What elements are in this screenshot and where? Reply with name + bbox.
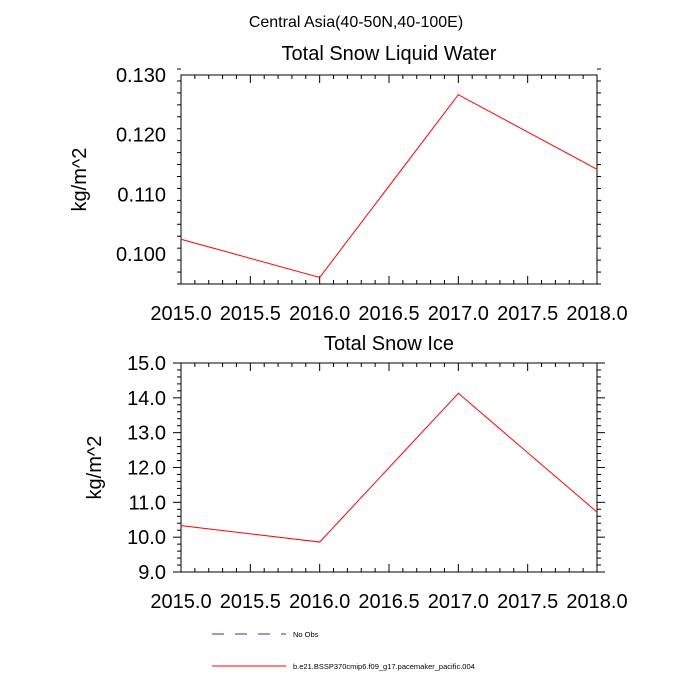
data-point <box>596 168 598 170</box>
data-point <box>319 276 321 279</box>
y-tick-label: 14.0 <box>127 388 166 410</box>
x-tick-label: 2016.0 <box>289 591 350 613</box>
chart-title: Total Snow Liquid Water <box>282 43 497 65</box>
x-tick-label: 2016.0 <box>289 303 350 325</box>
figure-suptitle: Central Asia(40-50N,40-100E) <box>249 14 463 31</box>
data-point <box>457 392 459 394</box>
x-tick-label: 2015.5 <box>220 591 281 613</box>
x-tick-label: 2016.5 <box>358 303 419 325</box>
x-tick-label: 2017.0 <box>428 303 489 325</box>
chart-panel-2: Total Snow Ice kg/m^2 2015.0 2015.5 2016.0 20… <box>84 333 628 613</box>
data-point <box>180 525 182 527</box>
x-tick-label: 2018.0 <box>566 591 627 613</box>
legend-label-no-obs: No Obs <box>293 630 319 639</box>
data-point <box>457 94 459 96</box>
x-tick-label: 2015.0 <box>150 303 211 325</box>
chart-panel-1: Total Snow Liquid Water kg/m^2 2015.0 2015.… <box>69 43 628 325</box>
data-point <box>596 511 598 513</box>
x-tick-label: 2016.5 <box>358 591 419 613</box>
y-tick-label: 13.0 <box>127 423 166 445</box>
y-tick-label: 0.100 <box>116 244 166 266</box>
legend: No Obs b.e21.BSSP370cmip6.f09_g17.pacema… <box>212 630 475 671</box>
plot-frame <box>180 74 598 285</box>
legend-label-model: b.e21.BSSP370cmip6.f09_g17.pacemaker_pac… <box>293 662 475 671</box>
x-tick-label: 2015.0 <box>150 591 211 613</box>
y-tick-label: 15.0 <box>127 353 166 375</box>
y-tick-label: 0.130 <box>116 65 166 87</box>
y-tick-label: 0.120 <box>116 125 166 147</box>
series-line <box>180 392 598 543</box>
x-tick-label: 2015.5 <box>220 303 281 325</box>
data-point <box>319 541 321 543</box>
y-tick-label: 11.0 <box>129 492 166 514</box>
x-tick-label: 2017.5 <box>497 303 558 325</box>
y-axis-label: kg/m^2 <box>84 436 106 500</box>
y-tick-label: 9.0 <box>138 562 166 584</box>
data-point <box>180 238 182 240</box>
legend-item-model: b.e21.BSSP370cmip6.f09_g17.pacemaker_pac… <box>212 662 475 671</box>
series-line <box>180 94 598 279</box>
legend-item-no-obs: No Obs <box>212 630 319 639</box>
y-axis-label: kg/m^2 <box>69 148 91 212</box>
x-tick-label: 2017.5 <box>497 591 558 613</box>
chart-panels: Total Snow Liquid Water kg/m^2 2015.0 2015.… <box>69 43 628 613</box>
y-tick-label: 10.0 <box>127 527 166 549</box>
y-tick-label: 12.0 <box>127 458 166 480</box>
x-tick-label: 2018.0 <box>566 303 627 325</box>
chart-title: Total Snow Ice <box>324 333 454 355</box>
x-tick-label: 2017.0 <box>428 591 489 613</box>
y-tick-label: 0.110 <box>117 184 166 206</box>
